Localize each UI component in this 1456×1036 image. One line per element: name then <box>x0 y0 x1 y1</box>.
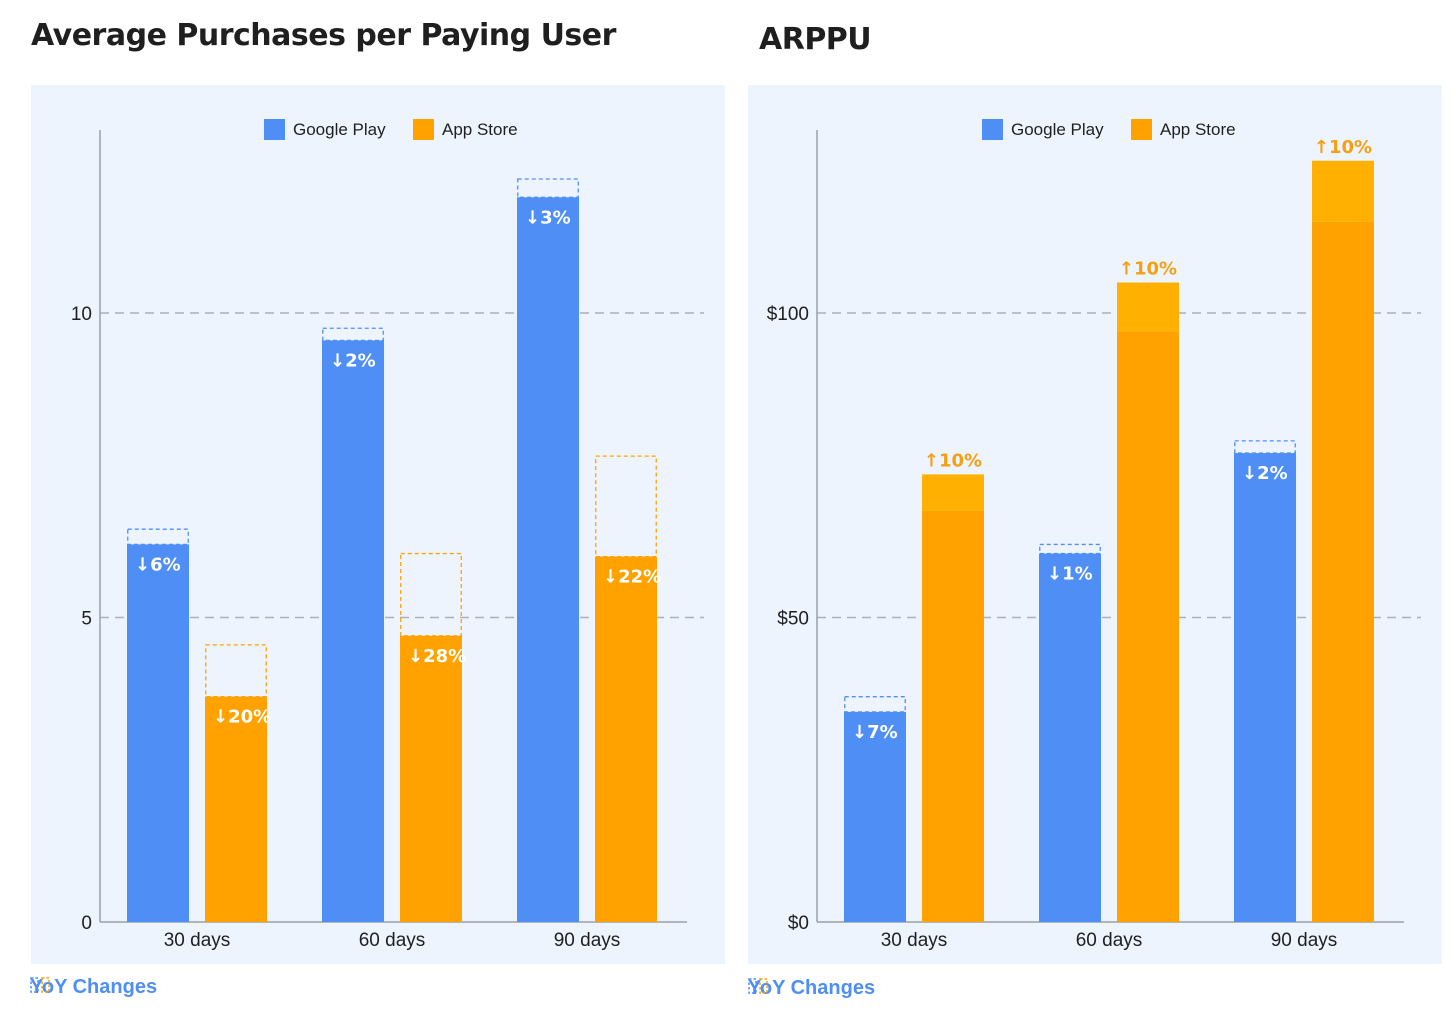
bar-prev-year-outline <box>844 696 906 713</box>
bar-apple <box>400 635 462 922</box>
x-tick-label: 60 days <box>359 930 426 951</box>
legend-swatch-app-store <box>413 119 434 140</box>
x-tick-label: 90 days <box>554 930 621 951</box>
yoy-changes-label: YoY Changes <box>748 977 876 999</box>
bar-increase-segment <box>922 474 984 511</box>
legend-label-app-store: App Store <box>442 120 518 139</box>
bar-change-label: ↓2% <box>330 350 376 371</box>
x-tick-label: 60 days <box>1076 930 1143 951</box>
y-tick-label: 5 <box>81 609 92 630</box>
bar-prev-year-outline <box>1234 440 1296 454</box>
dashed-bars-icon <box>748 978 768 994</box>
legend-swatch-google <box>264 119 285 140</box>
bar-change-label: ↑10% <box>1119 259 1177 280</box>
bar-apple <box>1117 331 1179 922</box>
legend-swatch-app-store <box>1131 119 1152 140</box>
bar-google <box>127 544 189 922</box>
bar-google <box>844 711 906 922</box>
bar-prev-year-outline <box>400 552 462 637</box>
bar-apple <box>205 696 267 922</box>
bar-apple <box>922 510 984 922</box>
y-tick-label: $50 <box>777 609 809 630</box>
bar-apple <box>595 556 657 922</box>
x-tick-label: 30 days <box>881 930 948 951</box>
bar-prev-year-outline <box>127 528 189 546</box>
chart-panel-purchases: 0 5 10 Google Play App Store ↓6% ↓20% 30 days ↓2… <box>31 85 725 964</box>
chart-title-purchases: Average Purchases per Paying User <box>31 18 616 53</box>
bar-change-label: ↓22% <box>603 567 661 588</box>
bar-change-label: ↑10% <box>924 450 982 471</box>
legend-swatch-google <box>982 119 1003 140</box>
bar-google <box>322 340 384 922</box>
bar-google <box>517 197 579 922</box>
chart-panel-arppu: $0 $50 $100 Google Play App Store ↓7% ↑10% 30 d… <box>748 85 1442 964</box>
bar-google <box>1234 453 1296 922</box>
legend-label-google: Google Play <box>1011 120 1104 139</box>
y-tick-label: $100 <box>767 304 809 325</box>
y-tick-label: 0 <box>81 913 92 934</box>
bar-change-label: ↓28% <box>408 646 466 667</box>
bar-change-label: ↓7% <box>852 722 898 743</box>
chart-title-arppu: ARPPU <box>759 22 872 57</box>
bar-prev-year-outline <box>322 327 384 342</box>
x-tick-label: 90 days <box>1271 930 1338 951</box>
bar-increase-segment <box>1117 282 1179 332</box>
dashed-bars-icon <box>30 977 50 993</box>
bar-prev-year-outline <box>595 455 657 558</box>
bar-increase-segment <box>1312 160 1374 222</box>
bar-apple <box>1312 221 1374 922</box>
bar-change-label: ↓6% <box>135 554 181 575</box>
y-tick-label: 10 <box>71 304 92 325</box>
bar-change-label: ↓2% <box>1242 463 1288 484</box>
bar-prev-year-outline <box>517 178 579 198</box>
yoy-changes-legend: YoY Changes <box>748 977 875 1000</box>
yoy-changes-label: YoY Changes <box>30 976 158 998</box>
legend-label-google: Google Play <box>293 120 386 139</box>
arppu-bar-chart: $0 $50 $100 Google Play App Store ↓7% ↑10% 30 d… <box>767 119 1421 951</box>
bar-google <box>1039 553 1101 922</box>
y-tick-label: $0 <box>788 913 809 934</box>
bar-change-label: ↓3% <box>525 207 571 228</box>
bar-change-label: ↑10% <box>1314 137 1372 158</box>
bar-change-label: ↓1% <box>1047 564 1093 585</box>
bar-prev-year-outline <box>205 644 267 698</box>
legend-label-app-store: App Store <box>1160 120 1236 139</box>
purchases-bar-chart: 0 5 10 Google Play App Store ↓6% ↓20% 30 days ↓2… <box>71 119 704 951</box>
bar-prev-year-outline <box>1039 543 1101 555</box>
bar-change-label: ↓20% <box>213 707 271 728</box>
yoy-changes-legend: YoY Changes <box>30 976 157 999</box>
x-tick-label: 30 days <box>164 930 231 951</box>
